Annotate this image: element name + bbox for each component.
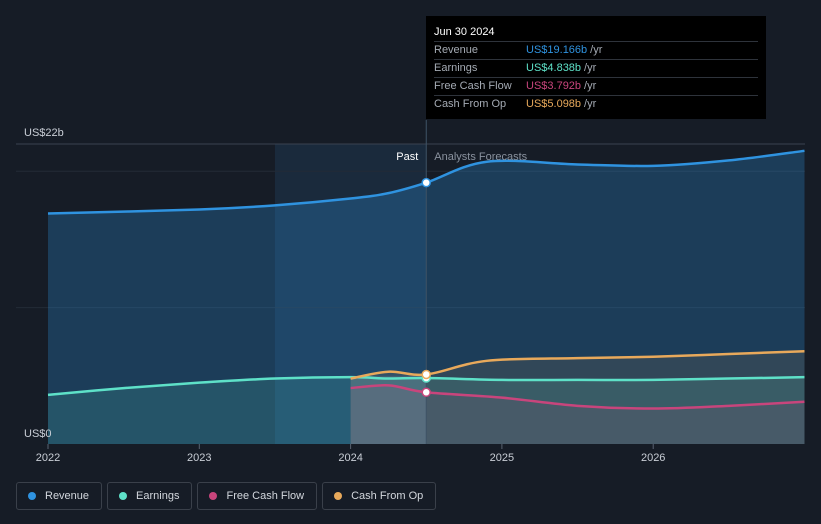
tooltip-value: US$19.166b: [526, 44, 588, 56]
tooltip: Jun 30 2024 Revenue US$19.166b /yr Earni…: [426, 16, 766, 119]
tooltip-value: US$3.792b: [526, 80, 582, 92]
y-tick-label: US$0: [24, 428, 52, 440]
x-tick-label: 2025: [490, 452, 514, 464]
legend-label: Free Cash Flow: [226, 490, 305, 502]
legend-dot-icon: [119, 492, 128, 500]
tooltip-unit: /yr: [584, 80, 597, 92]
revenue-marker: [421, 177, 431, 188]
cfo-marker: [421, 369, 431, 380]
tooltip-label: Earnings: [434, 62, 478, 74]
y-tick-label: US$22b: [24, 127, 64, 139]
past-highlight: [274, 144, 427, 444]
tooltip-date: Jun 30 2024: [434, 26, 495, 38]
legend-dot-icon: [28, 492, 36, 500]
tooltip-unit: /yr: [590, 44, 603, 56]
tooltip-row-revenue: Revenue US$19.166b /yr: [434, 41, 758, 59]
forecast-label: Analysts Forecasts: [434, 151, 527, 163]
x-tick-label: 2024: [338, 452, 362, 464]
legend-label: Earnings: [136, 490, 180, 502]
fcf-area: [350, 385, 805, 444]
legend-item-earnings[interactable]: Earnings: [107, 482, 193, 510]
tooltip-label: Cash From Op: [434, 98, 507, 110]
fcf-marker: [421, 387, 431, 398]
legend-item-free-cash-flow[interactable]: Free Cash Flow: [197, 482, 318, 510]
tooltip-value: US$5.098b: [526, 98, 582, 110]
x-tick-label: 2022: [36, 452, 60, 464]
tooltip-value: US$4.838b: [526, 62, 582, 74]
tooltip-row-earnings: Earnings US$4.838b /yr: [434, 59, 758, 77]
legend-item-revenue[interactable]: Revenue: [16, 482, 103, 510]
cfo-area: [350, 351, 805, 444]
legend-dot-icon: [209, 492, 218, 500]
x-tick-label: 2023: [187, 452, 211, 464]
legend-label: Revenue: [45, 490, 90, 502]
tooltip-row-fcf: Free Cash Flow US$3.792b /yr: [434, 77, 758, 95]
legend: Revenue Earnings Free Cash Flow Cash Fro…: [16, 482, 437, 510]
tooltip-label: Free Cash Flow: [434, 80, 512, 92]
tooltip-unit: /yr: [584, 98, 597, 110]
fcf-line: [350, 384, 805, 410]
earnings-line: [47, 375, 805, 397]
legend-dot-icon: [334, 492, 343, 500]
tooltip-row-cfo: Cash From Op US$5.098b /yr: [434, 95, 758, 113]
tooltip-label: Revenue: [434, 44, 479, 56]
tooltip-unit: /yr: [584, 62, 597, 74]
cfo-line: [350, 350, 805, 380]
legend-label: Cash From Op: [351, 490, 424, 502]
legend-item-cash-from-op[interactable]: Cash From Op: [322, 482, 437, 510]
x-tick-label: 2026: [641, 452, 665, 464]
past-label: Past: [396, 151, 418, 163]
